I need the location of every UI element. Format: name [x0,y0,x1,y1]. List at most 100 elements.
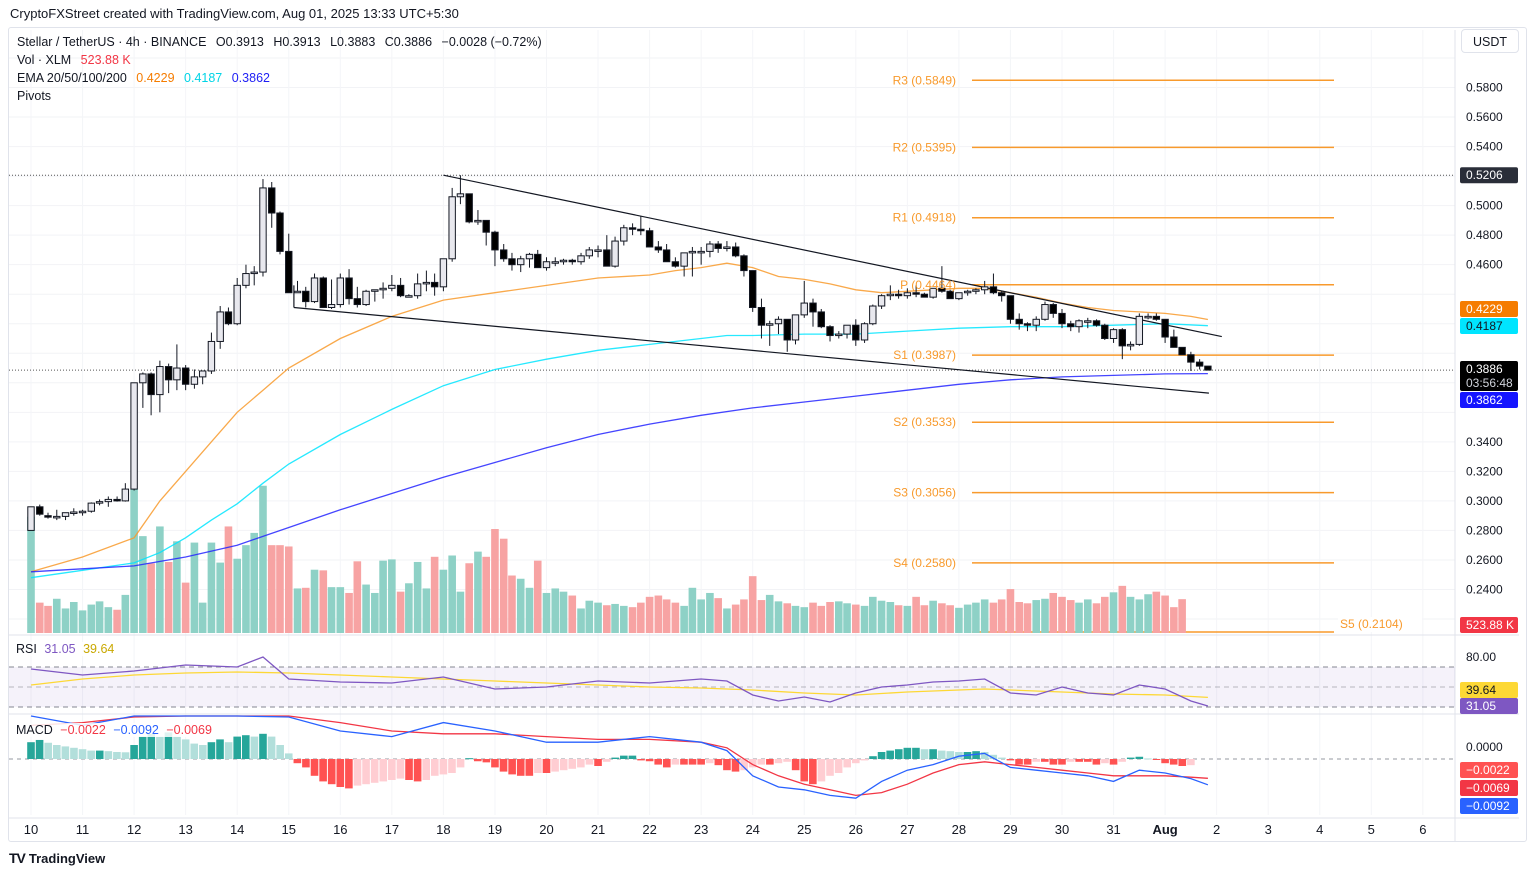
candle-body [1067,323,1075,328]
macd-hist-tag-text: −0.0022 [1466,763,1510,777]
macd-hist-bar [224,742,233,759]
volume-bar [671,602,680,633]
macd-hist-bar [1135,756,1144,759]
volume-bar [474,551,482,633]
macd-legend: MACD −0.0022 −0.0092 −0.0069 [13,723,215,737]
macd-line-value: −0.0092 [113,723,159,737]
candle-body [130,382,138,490]
candle-body [654,246,663,251]
volume-bar [293,588,302,633]
macd-hist-bar [1032,759,1041,762]
volume-bar [276,545,284,633]
macd-hist-bar [894,749,903,759]
symbol-name[interactable]: Stellar / TetherUS · 4h · BINANCE [17,35,207,49]
pivots-label[interactable]: Pivots [17,89,52,103]
candle-body [413,283,422,297]
currency-button[interactable]: USDT [1461,29,1519,53]
macd-axis-label: 0.0000 [1466,740,1503,754]
pivot-label-p: P (0.4464) [900,278,956,292]
volume-bar [1118,585,1127,633]
macd-hist-bar [748,759,757,768]
macd-hist-bar [705,759,714,764]
time-axis-label: 11 [76,822,90,837]
last-price-tag-bg [1460,361,1518,391]
candle-body [568,259,576,263]
macd-hist-bar [1169,759,1178,765]
time-axis-label: 19 [488,822,502,837]
candle-body [353,298,362,306]
rsi-label[interactable]: RSI [16,642,37,656]
pivot-label-r2: R2 (0.5395) [893,140,956,154]
candle-body [388,284,396,289]
candle-body [1015,318,1023,325]
candle-body [319,277,327,308]
candle-body [139,373,147,384]
candle-body [44,515,52,518]
macd-hist-bar [1083,759,1092,762]
candle-body [95,501,104,504]
candle-body [198,370,207,378]
ema20-line [30,262,1209,573]
candle-body [731,246,740,257]
volume-bar [1058,596,1066,633]
candle-body [164,366,173,381]
volume-bar [1006,589,1015,633]
volume-bar [594,602,602,633]
candle-body [1092,320,1101,326]
price-axis-label: 0.3400 [1466,435,1503,449]
candle-body [508,258,516,266]
macd-hist-bar [1109,759,1118,765]
candle-body [989,286,998,294]
macd-line [30,715,1209,799]
macd-hist-bar [1075,759,1083,762]
volume-bar [697,599,705,633]
volume-bar [740,599,748,633]
time-axis-label: 18 [436,822,450,837]
candle-body [53,515,61,519]
time-axis-label: 4 [1316,822,1323,837]
macd-hist-bar [1015,759,1023,765]
macd-hist-bar [834,759,843,773]
macd-hist-bar [1066,759,1075,762]
candle-body [310,277,319,303]
tradingview-brand[interactable]: TV TradingView [9,850,105,866]
price-axis-label: 0.5800 [1466,81,1503,95]
candle-body [474,219,482,223]
volume-bar [1092,603,1101,633]
macd-hist-bar [766,759,774,765]
candle-body [362,290,370,306]
macd-hist-bar [164,732,173,759]
ema50-price-tag-bg [1460,318,1518,334]
macd-hist-bar [233,736,241,759]
macd-label[interactable]: MACD [16,723,53,737]
macd-hist-bar [559,759,568,771]
volume-label[interactable]: Vol · XLM [17,53,72,67]
volume-bar [946,605,954,633]
candle-body [645,230,654,248]
macd-hist-bar [1161,759,1169,764]
candle-body [886,293,895,297]
ema20-price-tag: 0.4229 [1460,301,1518,317]
volume-bar [27,516,35,633]
candle-body [1187,354,1195,363]
macd-hist-bar [516,759,525,776]
candle-body [826,326,834,337]
macd-hist-bar [817,759,826,782]
ema-label[interactable]: EMA 20/50/100/200 [17,71,127,85]
candle-body [491,231,499,251]
volume-bar [852,604,860,633]
candle-body [955,292,963,300]
candle-body [181,367,190,385]
macd-hist-bar [259,733,267,759]
candle-body [559,259,568,263]
volume-bar [95,601,104,633]
volume-bar [379,560,387,633]
candle-body [1032,318,1040,326]
volume-bar [499,538,508,633]
volume-bar [525,587,534,633]
volume-bars [27,485,1186,633]
time-axis-label: 5 [1368,822,1375,837]
time-axis-label: 21 [591,822,605,837]
